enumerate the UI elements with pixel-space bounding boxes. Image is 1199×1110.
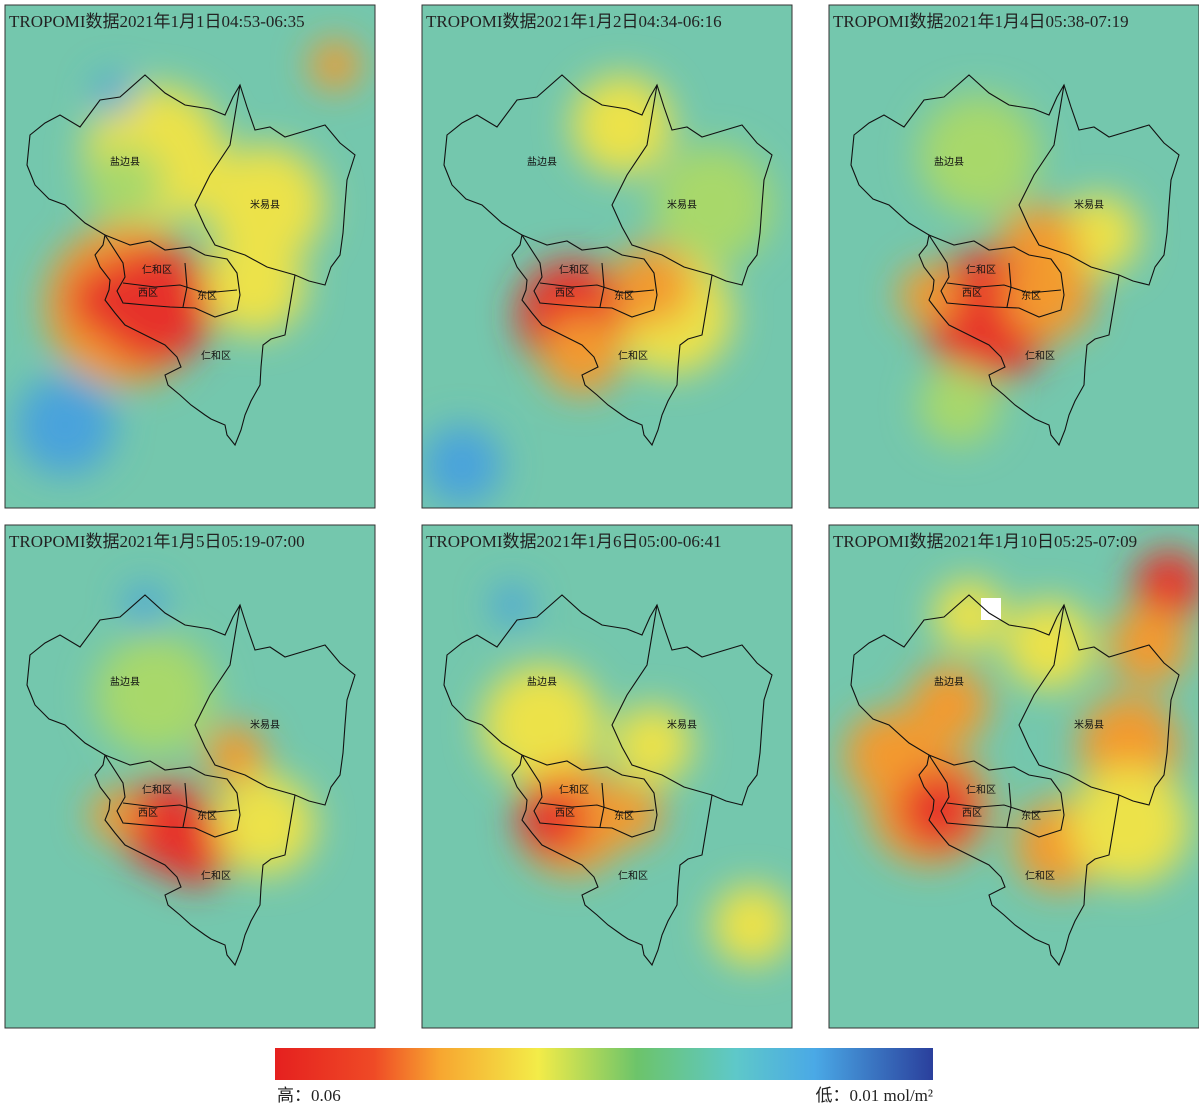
heatmap	[422, 525, 792, 1028]
heat-blob	[310, 40, 360, 90]
heat-blob	[612, 705, 692, 785]
district-label: 东区	[614, 289, 634, 302]
heat-blob	[919, 95, 1039, 215]
figure: TROPOMI数据2021年1月1日04:53-06:35盐边县米易县仁和区西区…	[0, 0, 1199, 1110]
colorbar-low-label: 低：0.01 mol/m²	[816, 1086, 934, 1105]
heat-blob	[422, 425, 502, 505]
heatmap	[829, 525, 1199, 1028]
heat-blob	[215, 775, 315, 875]
district-label: 东区	[197, 289, 217, 302]
panel-title: TROPOMI数据2021年1月10日05:25-07:09	[833, 532, 1137, 551]
district-label: 盐边县	[110, 675, 140, 688]
district-label: 西区	[962, 287, 982, 299]
heatmap	[422, 5, 792, 508]
map-panel: TROPOMI数据2021年1月2日04:34-06:16盐边县米易县仁和区西区…	[422, 5, 792, 508]
heat-blob	[1004, 250, 1094, 340]
panel-title: TROPOMI数据2021年1月2日04:34-06:16	[426, 12, 722, 31]
heat-blob	[15, 375, 115, 475]
district-label: 仁和区	[201, 350, 231, 362]
district-label: 盐边县	[110, 155, 140, 168]
district-label: 仁和区	[142, 264, 172, 276]
district-label: 米易县	[667, 198, 697, 211]
district-label: 西区	[555, 287, 575, 299]
district-label: 西区	[138, 807, 158, 819]
district-label: 西区	[962, 807, 982, 819]
heat-blob	[542, 315, 622, 395]
district-label: 盐边县	[934, 155, 964, 168]
district-label: 仁和区	[201, 870, 231, 882]
heatmap	[5, 525, 375, 1028]
district-label: 米易县	[1074, 718, 1104, 731]
heat-blob	[572, 75, 672, 175]
district-label: 米易县	[667, 718, 697, 731]
district-label: 仁和区	[1025, 870, 1055, 882]
heat-blob	[205, 235, 305, 335]
map-panel: TROPOMI数据2021年1月1日04:53-06:35盐边县米易县仁和区西区…	[5, 5, 375, 508]
district-label: 东区	[1021, 809, 1041, 822]
district-label: 仁和区	[966, 784, 996, 796]
district-label: 西区	[555, 807, 575, 819]
district-label: 东区	[1021, 289, 1041, 302]
district-label: 米易县	[250, 718, 280, 731]
district-label: 仁和区	[559, 264, 589, 276]
district-label: 仁和区	[142, 784, 172, 796]
district-label: 米易县	[250, 198, 280, 211]
heat-blob	[919, 365, 999, 445]
heat-blob	[1004, 600, 1094, 690]
colorbar-high-label: 高：0.06	[277, 1086, 341, 1105]
district-label: 仁和区	[966, 264, 996, 276]
district-label: 仁和区	[618, 350, 648, 362]
map-panel: TROPOMI数据2021年1月4日05:38-07:19盐边县米易县仁和区西区…	[829, 5, 1199, 508]
district-label: 西区	[138, 287, 158, 299]
heat-blob	[95, 75, 135, 115]
district-label: 东区	[614, 809, 634, 822]
district-label: 盐边县	[934, 675, 964, 688]
heat-blob	[712, 885, 792, 965]
district-label: 盐边县	[527, 675, 557, 688]
heatmap	[5, 5, 375, 508]
panel-title: TROPOMI数据2021年1月5日05:19-07:00	[9, 532, 305, 551]
heatmap	[829, 5, 1199, 508]
colorbar	[275, 1048, 933, 1080]
panel-title: TROPOMI数据2021年1月6日05:00-06:41	[426, 532, 722, 551]
district-label: 米易县	[1074, 198, 1104, 211]
heat-blob	[95, 635, 215, 755]
district-label: 仁和区	[618, 870, 648, 882]
district-label: 盐边县	[527, 155, 557, 168]
district-label: 东区	[197, 809, 217, 822]
map-panels: TROPOMI数据2021年1月1日04:53-06:35盐边县米易县仁和区西区…	[5, 5, 1199, 1028]
map-panel: TROPOMI数据2021年1月6日05:00-06:41盐边县米易县仁和区西区…	[422, 525, 792, 1028]
panel-title: TROPOMI数据2021年1月1日04:53-06:35	[9, 12, 305, 31]
heatmap-base	[5, 525, 375, 1028]
panel-title: TROPOMI数据2021年1月4日05:38-07:19	[833, 12, 1129, 31]
map-panel: TROPOMI数据2021年1月5日05:19-07:00盐边县米易县仁和区西区…	[5, 525, 375, 1028]
district-label: 仁和区	[1025, 350, 1055, 362]
district-label: 仁和区	[559, 784, 589, 796]
heat-blob	[125, 585, 165, 625]
map-panel: TROPOMI数据2021年1月10日05:25-07:09盐边县米易县仁和区西…	[829, 525, 1199, 1028]
